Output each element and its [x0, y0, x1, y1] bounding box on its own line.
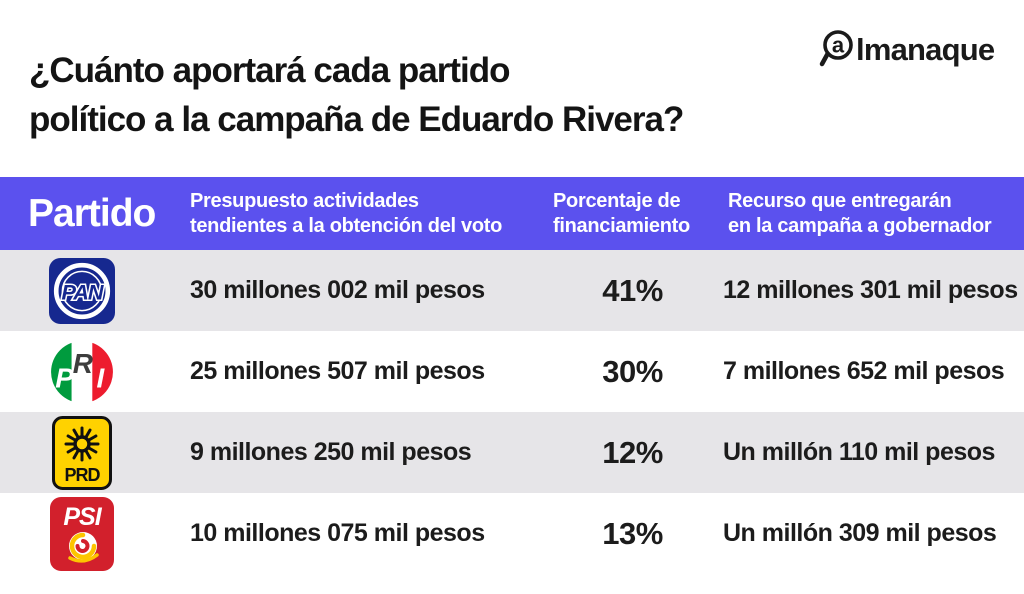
magnifier-a-icon: a: [817, 28, 859, 72]
brand-name: lmanaque: [856, 32, 995, 67]
svg-text:P: P: [55, 362, 74, 393]
table-row-prd: PRD 9 millones 250 mil pesos 12% Un mill…: [0, 412, 1024, 493]
resource-value: 7 millones 652 mil pesos: [723, 357, 1005, 385]
budget-value: 9 millones 250 mil pesos: [190, 438, 472, 466]
column-header-percent: Porcentaje de financiamiento: [553, 189, 690, 237]
percent-value: 12%: [602, 434, 663, 470]
table-header: Partido Presupuesto actividades tendient…: [0, 177, 1024, 250]
budget-value: 25 millones 507 mil pesos: [190, 357, 485, 385]
resource-value: 12 millones 301 mil pesos: [723, 276, 1018, 304]
table-row-pri: P R I 25 millones 507 mil pesos 30% 7 mi…: [0, 331, 1024, 412]
resource-value: Un millón 110 mil pesos: [723, 438, 995, 466]
pan-logo: PAN: [46, 250, 118, 331]
column-header-budget: Presupuesto actividades tendientes a la …: [190, 189, 503, 237]
svg-text:a: a: [832, 33, 845, 58]
svg-text:R: R: [73, 348, 93, 379]
almanaque-logo: a lmanaque: [817, 28, 995, 72]
svg-text:PAN: PAN: [62, 279, 104, 304]
page-title-line2: político a la campaña de Eduardo Rivera?: [29, 100, 684, 139]
page-title: ¿Cuánto aportará cada partido político a…: [29, 46, 684, 144]
svg-text:PRD: PRD: [64, 465, 100, 485]
svg-text:PSI: PSI: [63, 503, 102, 531]
column-header-resource: Recurso que entregarán en la campaña a g…: [728, 189, 992, 237]
psi-logo: PSI: [46, 493, 118, 574]
table-row-pan: PAN 30 millones 002 mil pesos 41% 12 mil…: [0, 250, 1024, 331]
table-row-psi: PSI 10 millones 075 mil pesos 13% Un mil…: [0, 493, 1024, 574]
percent-value: 13%: [602, 515, 663, 551]
column-header-party: Partido: [28, 191, 156, 235]
page-title-line1: ¿Cuánto aportará cada partido: [29, 51, 511, 90]
budget-value: 30 millones 002 mil pesos: [190, 276, 485, 304]
resource-value: Un millón 309 mil pesos: [723, 519, 997, 547]
percent-value: 41%: [602, 272, 663, 308]
pri-logo: P R I: [46, 331, 118, 412]
budget-value: 10 millones 075 mil pesos: [190, 519, 485, 547]
percent-value: 30%: [602, 353, 663, 389]
prd-logo: PRD: [46, 412, 118, 493]
svg-text:I: I: [96, 362, 105, 393]
